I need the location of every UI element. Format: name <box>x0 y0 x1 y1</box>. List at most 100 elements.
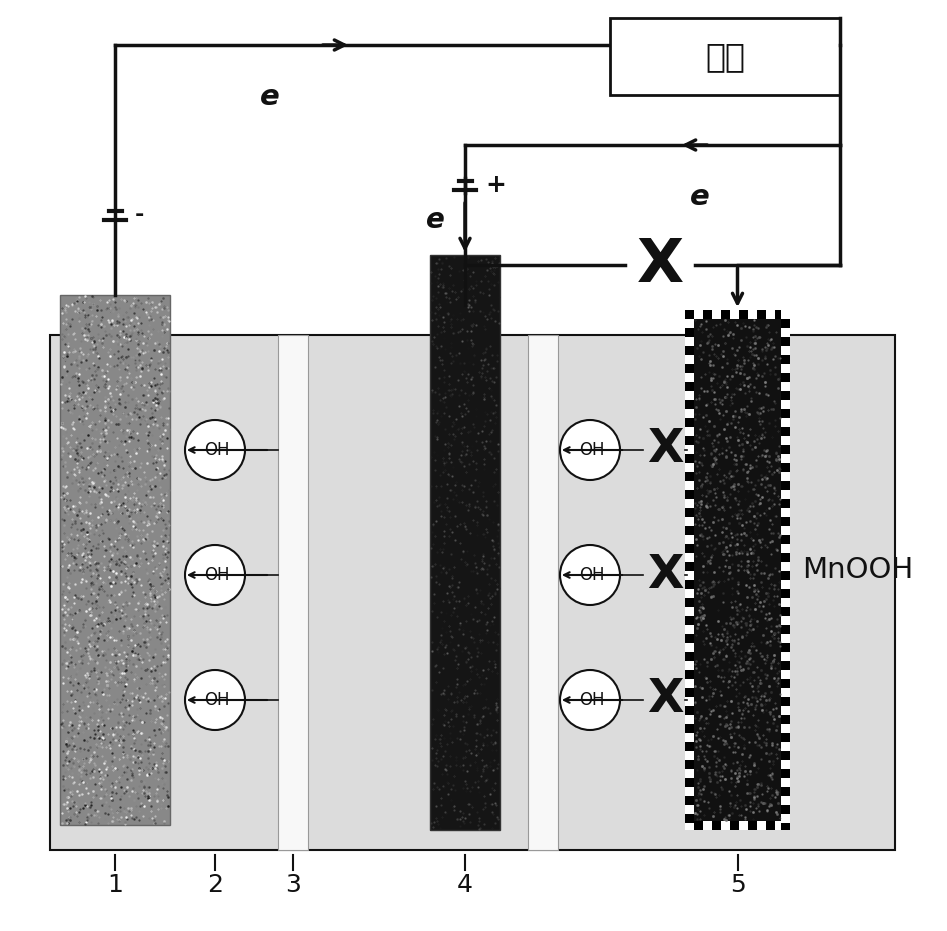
Bar <box>685 598 694 607</box>
Bar <box>685 778 694 787</box>
Bar <box>781 544 790 553</box>
Bar <box>721 310 730 319</box>
Bar <box>685 742 694 751</box>
Bar <box>528 335 558 850</box>
Bar <box>781 553 790 562</box>
Bar <box>685 526 694 535</box>
Text: +: + <box>485 173 506 197</box>
Bar <box>685 373 694 382</box>
Bar <box>781 652 790 661</box>
Text: e: e <box>425 206 444 234</box>
Circle shape <box>560 545 620 605</box>
Bar <box>781 760 790 769</box>
Bar <box>685 409 694 418</box>
Bar <box>694 310 703 319</box>
Bar <box>685 670 694 679</box>
Circle shape <box>560 420 620 480</box>
Bar <box>757 821 766 830</box>
Bar <box>784 821 790 830</box>
Bar <box>781 805 790 814</box>
Bar <box>685 661 694 670</box>
Bar <box>685 724 694 733</box>
Bar <box>739 821 748 830</box>
Bar <box>685 364 694 373</box>
Text: OH: OH <box>205 691 230 709</box>
Bar <box>766 821 775 830</box>
Bar <box>748 310 757 319</box>
Bar <box>781 580 790 589</box>
Bar <box>712 310 721 319</box>
Bar <box>278 335 308 850</box>
Bar <box>781 742 790 751</box>
Bar <box>685 346 694 355</box>
Circle shape <box>185 545 245 605</box>
Bar <box>685 400 694 409</box>
Bar <box>781 310 790 319</box>
Bar <box>685 553 694 562</box>
Bar <box>781 607 790 616</box>
Text: e: e <box>690 183 710 211</box>
Bar <box>685 391 694 400</box>
Text: X: X <box>647 552 683 598</box>
Bar <box>781 733 790 742</box>
Bar <box>781 814 790 823</box>
Bar <box>784 310 790 319</box>
Bar <box>781 373 790 382</box>
Bar <box>781 625 790 634</box>
Bar <box>781 364 790 373</box>
Bar <box>781 400 790 409</box>
Bar <box>781 616 790 625</box>
Bar <box>781 490 790 499</box>
Bar <box>685 796 694 805</box>
Bar <box>685 589 694 598</box>
Text: OH: OH <box>580 566 605 584</box>
Bar <box>781 787 790 796</box>
Bar <box>781 751 790 760</box>
Bar <box>685 328 694 337</box>
Bar <box>685 319 694 328</box>
Bar <box>730 821 739 830</box>
Bar <box>781 715 790 724</box>
Bar <box>781 418 790 427</box>
Bar <box>781 769 790 778</box>
Bar <box>781 634 790 643</box>
Bar <box>712 821 721 830</box>
Bar <box>781 328 790 337</box>
Bar <box>685 310 694 319</box>
Bar <box>781 670 790 679</box>
Bar <box>748 821 757 830</box>
Bar <box>781 445 790 454</box>
Bar <box>781 355 790 364</box>
Bar <box>685 463 694 472</box>
Bar <box>685 382 694 391</box>
Bar <box>781 526 790 535</box>
Text: X: X <box>647 427 683 473</box>
Circle shape <box>560 670 620 730</box>
Bar <box>781 823 790 830</box>
Bar <box>781 562 790 571</box>
Bar <box>685 643 694 652</box>
Bar <box>685 715 694 724</box>
Bar <box>703 821 712 830</box>
Text: e: e <box>260 83 280 111</box>
Bar <box>781 319 790 328</box>
Text: -: - <box>135 205 144 225</box>
Bar <box>685 625 694 634</box>
Bar <box>781 427 790 436</box>
Bar <box>685 310 790 830</box>
Bar <box>781 697 790 706</box>
Text: OH: OH <box>205 441 230 459</box>
Bar <box>685 805 694 814</box>
Bar <box>610 18 840 95</box>
Bar <box>685 688 694 697</box>
Bar <box>685 481 694 490</box>
Bar <box>781 337 790 346</box>
Bar <box>685 769 694 778</box>
Bar <box>781 724 790 733</box>
Bar <box>685 823 694 830</box>
Bar <box>781 472 790 481</box>
Bar <box>685 436 694 445</box>
Text: 2: 2 <box>207 873 223 897</box>
Bar <box>781 454 790 463</box>
Bar <box>721 821 730 830</box>
